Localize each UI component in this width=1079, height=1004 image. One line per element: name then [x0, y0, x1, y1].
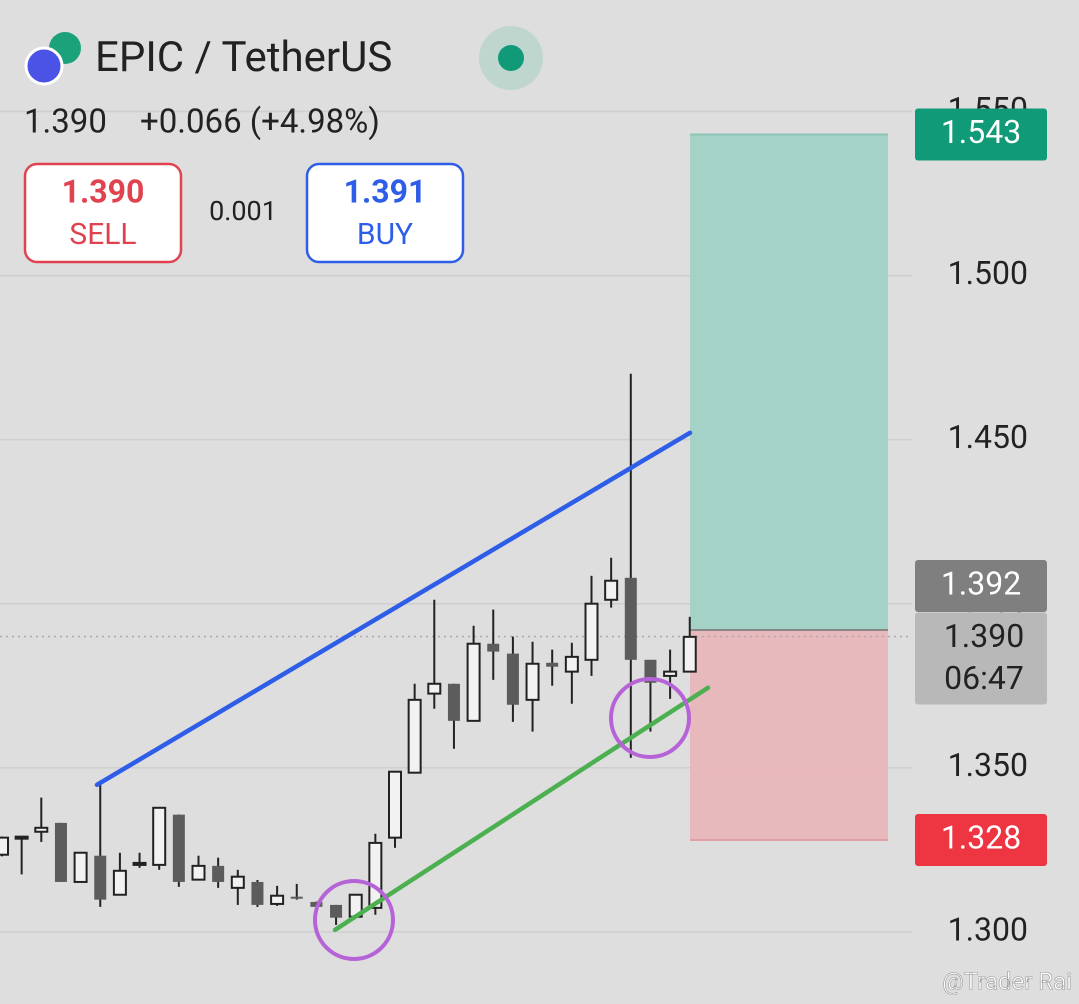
candle-body	[73, 851, 88, 883]
candle-body	[94, 855, 107, 900]
candle-body	[447, 683, 460, 721]
candle-body	[604, 579, 619, 601]
profit-zone	[690, 134, 888, 630]
candle-body	[230, 875, 245, 889]
y-tick-label: 1.450	[948, 418, 1028, 456]
candle-body	[506, 653, 519, 705]
plot: 1.3001.3501.4001.4501.5001.5501.5431.328…	[0, 90, 1047, 961]
buy-label: BUY	[357, 217, 413, 252]
candle-body	[546, 662, 559, 667]
entry-label: 1.392	[941, 564, 1021, 602]
candle-body	[682, 635, 697, 673]
candle-body	[330, 904, 343, 918]
candle-body	[466, 642, 481, 722]
highlight-circle	[609, 677, 691, 759]
target-box	[915, 108, 1047, 161]
candle-body	[407, 698, 422, 774]
candle-body	[212, 865, 225, 882]
current-label: 1.390	[944, 617, 1024, 655]
loss-zone	[690, 629, 888, 840]
candle-body	[152, 806, 167, 866]
countdown: 06:47	[944, 659, 1024, 697]
candle-body	[525, 662, 540, 701]
buy-button[interactable]	[305, 162, 465, 264]
candle-body	[427, 682, 442, 695]
status-dot	[498, 45, 524, 71]
candle-body	[644, 659, 657, 683]
candle-body	[112, 869, 127, 896]
candle-body	[564, 655, 579, 673]
stop-box	[915, 813, 1047, 866]
current-box	[915, 612, 1047, 705]
candle-body	[270, 894, 285, 905]
header: EPIC / TetherUS 1.390 +0.066 (+4.98%) 1.…	[23, 26, 1072, 996]
y-tick-label: 1.500	[948, 254, 1028, 292]
candle-body	[368, 841, 383, 909]
spread: 0.001	[209, 195, 277, 227]
symbol: EPIC / TetherUS	[95, 33, 392, 82]
stop-label: 1.328	[941, 818, 1021, 856]
candle-body	[388, 770, 402, 839]
candle-body	[251, 881, 264, 905]
candle-body	[132, 861, 147, 866]
target-label: 1.543	[941, 113, 1021, 151]
candle-body	[624, 577, 637, 660]
candle-body	[290, 896, 303, 899]
candle-body	[191, 864, 206, 881]
change: +0.066 (+4.98%)	[140, 103, 380, 142]
candle-body	[663, 670, 678, 677]
sell-price: 1.390	[62, 172, 145, 210]
candle-body	[172, 814, 185, 882]
last-price: 1.390	[24, 103, 107, 142]
trendline	[94, 430, 693, 788]
buy-price: 1.391	[344, 172, 427, 210]
candle-body	[14, 835, 29, 840]
candle-body	[54, 822, 67, 882]
trendline	[332, 685, 711, 933]
base-icon	[24, 46, 64, 86]
candle-body	[584, 602, 599, 661]
sell-button[interactable]	[23, 162, 183, 264]
candle-body	[0, 836, 9, 856]
candle-body	[34, 826, 49, 833]
y-tick-label: 1.300	[948, 910, 1028, 948]
sell-label: SELL	[69, 217, 136, 252]
entry-box	[915, 559, 1047, 612]
y-tick-label: 1.350	[948, 746, 1028, 784]
candle-body	[487, 643, 500, 652]
watermark: @Trader Rai	[942, 967, 1072, 995]
highlight-circle	[313, 879, 395, 961]
